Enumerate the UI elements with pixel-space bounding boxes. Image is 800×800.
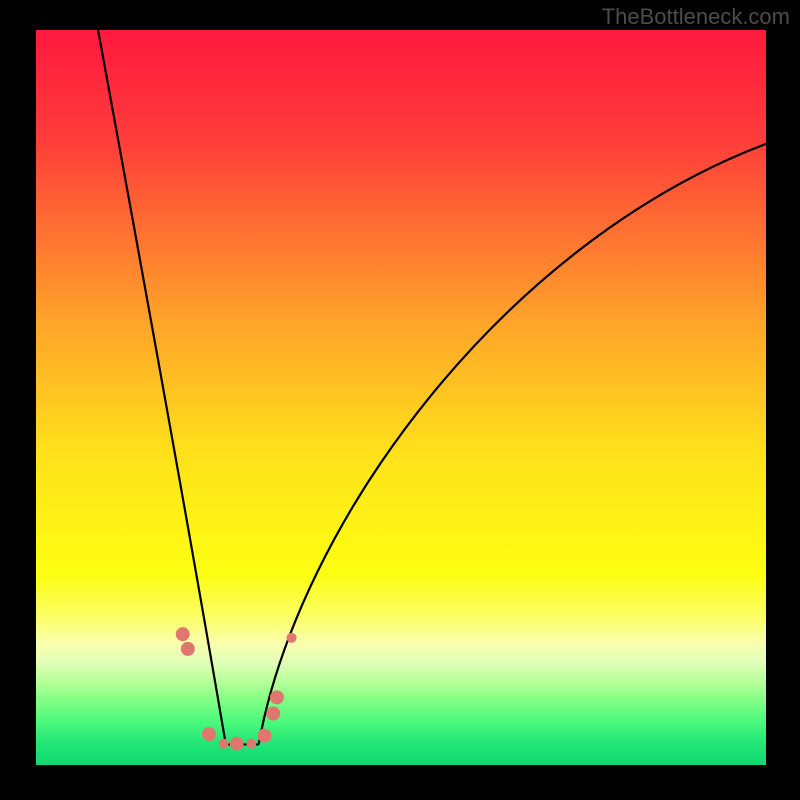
data-marker [202, 727, 216, 741]
data-marker [266, 707, 280, 721]
curve-right [259, 144, 766, 744]
curve-left [98, 30, 226, 744]
marker-group [176, 627, 297, 751]
watermark-text: TheBottleneck.com [602, 4, 790, 30]
data-marker [257, 729, 271, 743]
data-marker [176, 627, 190, 641]
data-marker [181, 642, 195, 656]
data-marker [270, 690, 284, 704]
data-marker [230, 737, 244, 751]
curve-layer [36, 30, 766, 765]
chart-container: TheBottleneck.com [0, 0, 800, 800]
data-marker [219, 739, 229, 749]
plot-area [36, 30, 766, 765]
data-marker [287, 633, 297, 643]
data-marker [246, 739, 256, 749]
